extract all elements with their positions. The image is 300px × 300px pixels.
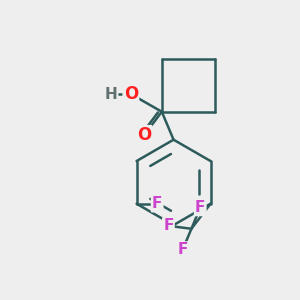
Text: F: F — [152, 196, 162, 211]
Text: F: F — [177, 242, 188, 257]
Text: F: F — [195, 200, 206, 215]
Text: O: O — [124, 85, 138, 103]
Text: H: H — [104, 87, 117, 102]
Text: O: O — [137, 126, 151, 144]
Text: F: F — [163, 218, 174, 233]
